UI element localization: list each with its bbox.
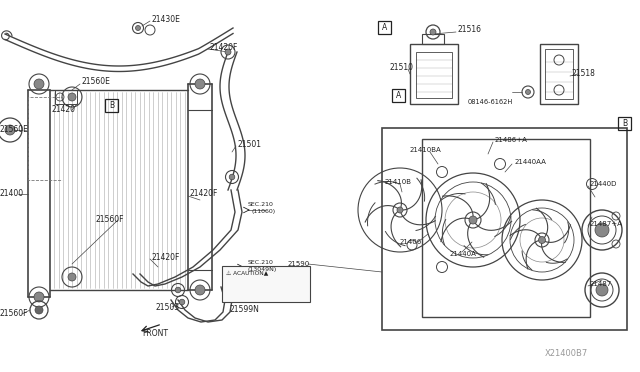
Text: 21590: 21590 bbox=[288, 261, 310, 267]
Circle shape bbox=[68, 273, 76, 281]
Text: ⚠ ACAUTION▲: ⚠ ACAUTION▲ bbox=[226, 272, 268, 276]
Bar bbox=[545, 49, 573, 99]
Text: 21560E: 21560E bbox=[82, 77, 111, 87]
Circle shape bbox=[5, 125, 15, 135]
Bar bbox=[410, 44, 458, 104]
Bar bbox=[422, 139, 590, 317]
Circle shape bbox=[397, 207, 403, 213]
Bar bbox=[392, 89, 405, 102]
Circle shape bbox=[68, 93, 76, 101]
Text: 08146-6162H: 08146-6162H bbox=[468, 99, 513, 105]
Bar bbox=[422, 34, 444, 44]
Circle shape bbox=[35, 306, 43, 314]
Circle shape bbox=[525, 90, 531, 94]
Text: 21410BA: 21410BA bbox=[410, 147, 442, 153]
Circle shape bbox=[195, 79, 205, 89]
Bar bbox=[105, 99, 118, 112]
Text: 21440D: 21440D bbox=[590, 181, 618, 187]
Text: A: A bbox=[396, 91, 401, 100]
Circle shape bbox=[225, 49, 231, 55]
Text: 21560F: 21560F bbox=[95, 215, 124, 224]
Text: 21501: 21501 bbox=[238, 140, 262, 148]
Text: 21420F: 21420F bbox=[190, 189, 218, 199]
Text: 21510: 21510 bbox=[390, 62, 414, 71]
Text: 21560E: 21560E bbox=[0, 125, 29, 135]
Circle shape bbox=[195, 285, 205, 295]
Text: A: A bbox=[382, 23, 387, 32]
Circle shape bbox=[469, 216, 477, 224]
Text: 21400: 21400 bbox=[0, 189, 24, 199]
Bar bbox=[222, 266, 310, 302]
Text: X21400B7: X21400B7 bbox=[545, 350, 588, 359]
Circle shape bbox=[538, 237, 545, 244]
Text: B: B bbox=[622, 119, 627, 128]
Circle shape bbox=[596, 284, 608, 296]
Text: SEC.210: SEC.210 bbox=[248, 260, 274, 264]
Bar bbox=[382, 128, 627, 330]
Text: B: B bbox=[109, 101, 114, 110]
Circle shape bbox=[179, 299, 185, 305]
Text: SEC.210: SEC.210 bbox=[248, 202, 274, 206]
Text: 21599N: 21599N bbox=[230, 305, 260, 314]
Circle shape bbox=[595, 223, 609, 237]
Text: (13049N): (13049N) bbox=[248, 267, 277, 273]
Bar bbox=[55, 90, 77, 104]
Circle shape bbox=[34, 79, 44, 89]
Text: 21420F: 21420F bbox=[152, 253, 180, 262]
Text: 21406: 21406 bbox=[400, 239, 422, 245]
Bar bbox=[378, 21, 391, 34]
Circle shape bbox=[136, 26, 141, 31]
Circle shape bbox=[430, 29, 436, 35]
Circle shape bbox=[229, 174, 235, 180]
Text: 21420: 21420 bbox=[52, 106, 76, 115]
Text: 21440A: 21440A bbox=[450, 251, 477, 257]
Text: FRONT: FRONT bbox=[142, 330, 168, 339]
Text: 21487+A: 21487+A bbox=[590, 221, 623, 227]
Text: 21516: 21516 bbox=[458, 26, 482, 35]
Bar bbox=[416, 52, 452, 98]
Text: 21560F: 21560F bbox=[0, 310, 29, 318]
Text: 21430E: 21430E bbox=[152, 16, 181, 25]
Text: 21487: 21487 bbox=[590, 281, 612, 287]
Bar bbox=[540, 44, 578, 104]
Text: 21503: 21503 bbox=[155, 302, 179, 311]
Text: (11060): (11060) bbox=[252, 209, 276, 215]
Text: 21420F: 21420F bbox=[210, 42, 238, 51]
Text: 21410B: 21410B bbox=[385, 179, 412, 185]
Text: 21518: 21518 bbox=[572, 70, 596, 78]
Text: 21440AA: 21440AA bbox=[515, 159, 547, 165]
Circle shape bbox=[175, 287, 181, 293]
Text: 21486+A: 21486+A bbox=[495, 137, 528, 143]
Circle shape bbox=[34, 292, 44, 302]
Bar bbox=[618, 117, 631, 130]
